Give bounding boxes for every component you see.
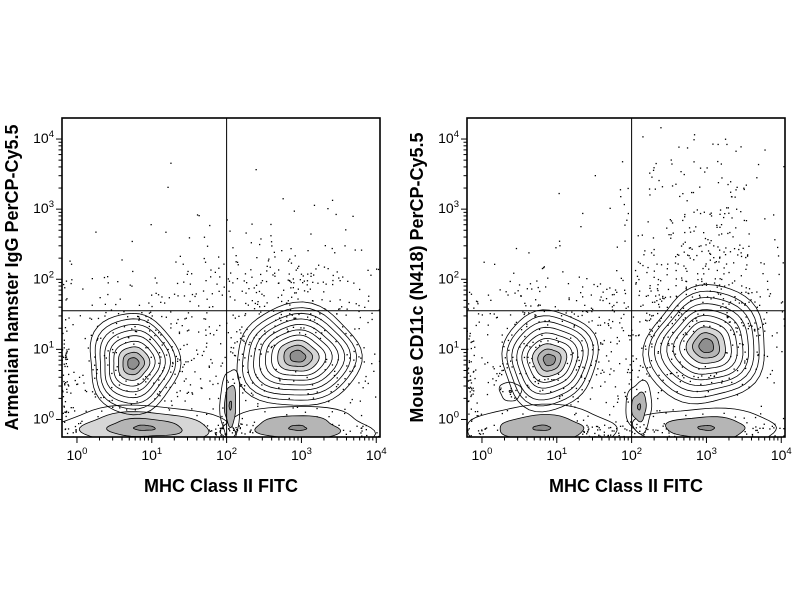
contour-line bbox=[637, 403, 642, 411]
contour-line bbox=[625, 379, 653, 435]
contour-line bbox=[104, 329, 166, 399]
contour-line bbox=[501, 309, 599, 413]
contour-line bbox=[228, 400, 232, 411]
contour-line bbox=[506, 315, 594, 407]
x-tick-label: 101 bbox=[141, 446, 162, 463]
contour-line bbox=[508, 389, 513, 393]
x-tick-label: 103 bbox=[291, 446, 312, 463]
contour-line bbox=[253, 318, 346, 391]
y-tick-label: 101 bbox=[33, 339, 54, 356]
x-axis-label: MHC Class II FITC bbox=[144, 476, 298, 496]
y-tick-label: 102 bbox=[33, 269, 54, 286]
y-axis-label: Mouse CD11c (N418) PerCP-Cy5.5 bbox=[407, 132, 427, 422]
x-tick-label: 102 bbox=[216, 446, 237, 463]
contour-line bbox=[99, 323, 171, 404]
x-tick-label: 104 bbox=[366, 446, 387, 463]
contour-line bbox=[526, 337, 573, 383]
contour-group bbox=[467, 284, 777, 437]
contour-line bbox=[642, 284, 765, 405]
axis-ticks bbox=[461, 138, 782, 443]
contour-line bbox=[498, 381, 523, 402]
contour-line bbox=[672, 315, 738, 375]
y-axis-label: Armenian hamster IgG PerCP-Cy5.5 bbox=[2, 124, 22, 430]
plot-cd11c-stain: 100 100 101 101 102 102 103 103 104 104 MHC Class … bbox=[407, 117, 792, 496]
contour-line bbox=[236, 301, 363, 406]
x-tick-label: 100 bbox=[67, 446, 88, 463]
contour-line bbox=[698, 338, 714, 353]
contour-line bbox=[127, 357, 140, 370]
y-tick-label: 100 bbox=[438, 409, 459, 426]
contour-line bbox=[516, 326, 584, 395]
contour-line bbox=[521, 332, 579, 389]
y-tick-label: 104 bbox=[438, 129, 459, 146]
x-tick-label: 103 bbox=[696, 446, 717, 463]
contour-line bbox=[133, 424, 156, 431]
contour-line bbox=[289, 349, 307, 363]
y-tick-label: 100 bbox=[33, 409, 54, 426]
contour-line bbox=[679, 320, 732, 370]
contour-line bbox=[648, 290, 760, 399]
y-tick-label: 102 bbox=[438, 269, 459, 286]
contour-line bbox=[666, 309, 744, 381]
x-tick-label: 104 bbox=[771, 446, 792, 463]
y-tick-label: 104 bbox=[33, 129, 54, 146]
y-tick-label: 101 bbox=[438, 339, 459, 356]
contour-line bbox=[288, 424, 308, 431]
y-tick-label: 103 bbox=[33, 199, 54, 216]
contour-line bbox=[264, 329, 333, 381]
plot-frame bbox=[61, 117, 381, 438]
contour-group bbox=[62, 301, 377, 437]
quadrant-lines bbox=[467, 118, 785, 437]
axis-ticks bbox=[56, 138, 377, 443]
contour-line bbox=[660, 303, 749, 387]
contour-line bbox=[94, 318, 177, 410]
contour-line bbox=[89, 312, 182, 416]
x-tick-label: 100 bbox=[472, 446, 493, 463]
plot-frame bbox=[466, 117, 786, 438]
y-tick-label: 103 bbox=[438, 199, 459, 216]
tick-labels: 100 100 101 101 102 102 103 103 104 104 bbox=[33, 129, 387, 463]
x-tick-label: 101 bbox=[546, 446, 567, 463]
contour-line bbox=[108, 335, 161, 393]
x-tick-label: 102 bbox=[621, 446, 642, 463]
plot-isotype-control: 100 100 101 101 102 102 103 103 104 104 MHC Class … bbox=[2, 117, 387, 496]
contour-line bbox=[258, 323, 339, 386]
contour-line bbox=[697, 424, 716, 431]
contour-line bbox=[247, 312, 352, 396]
x-axis-label: MHC Class II FITC bbox=[549, 476, 703, 496]
contour-line bbox=[62, 404, 236, 437]
contour-line bbox=[241, 307, 357, 401]
scatter-dots bbox=[62, 162, 380, 437]
contour-line bbox=[113, 340, 156, 387]
contour-line bbox=[271, 334, 327, 377]
contour-line bbox=[542, 353, 556, 367]
contour-line bbox=[511, 321, 589, 401]
contour-line bbox=[219, 406, 377, 437]
contour-line bbox=[532, 424, 552, 431]
quadrant-lines bbox=[62, 118, 380, 437]
scatter-dots bbox=[467, 127, 785, 437]
